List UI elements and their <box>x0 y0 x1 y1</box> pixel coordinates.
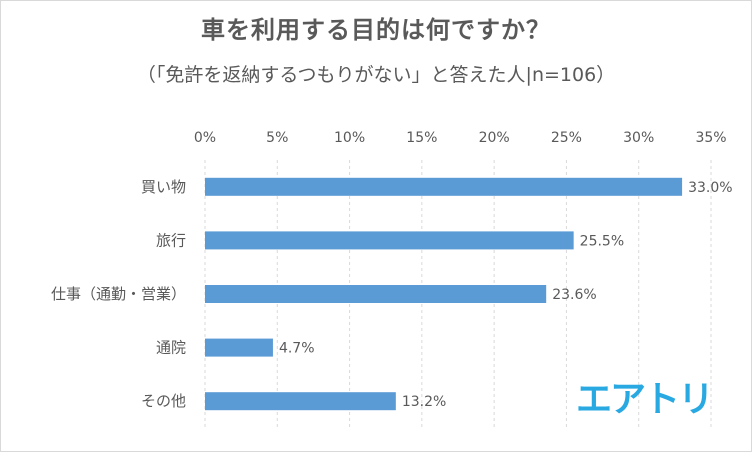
category-label: 買い物 <box>141 178 186 196</box>
x-tick-label: 5% <box>266 130 288 146</box>
value-label: 4.7% <box>279 341 315 357</box>
x-tick-label: 20% <box>479 130 510 146</box>
x-tick-label: 10% <box>334 130 365 146</box>
value-label: 33.0% <box>688 180 732 196</box>
category-label: その他 <box>141 392 186 410</box>
bar <box>205 177 683 196</box>
bar <box>205 392 396 411</box>
x-tick-label: 30% <box>623 130 654 146</box>
x-axis-ticks: 0% 5% 10% 15% 20% 25% 30% 35% <box>194 130 727 146</box>
chart-subtitle: （「免許を返納するつもりがない」と答えた人|n=106） <box>136 64 616 86</box>
category-label: 仕事（通勤・営業） <box>51 285 186 303</box>
eatori-logo: エアトリ <box>576 379 714 420</box>
category-label: 旅行 <box>156 231 186 249</box>
bar <box>205 338 273 357</box>
chart-title: 車を利用する目的は何ですか？ <box>201 16 551 44</box>
bars <box>205 177 683 411</box>
value-labels: 33.0% 25.5% 23.6% 4.7% 13.2% <box>279 180 733 410</box>
value-label: 25.5% <box>580 233 624 249</box>
x-tick-label: 25% <box>551 130 582 146</box>
category-label: 通院 <box>156 339 186 357</box>
x-tick-label: 35% <box>695 130 726 146</box>
value-label: 23.6% <box>552 287 596 303</box>
bar <box>205 231 574 250</box>
x-tick-label: 15% <box>406 130 437 146</box>
x-tick-label: 0% <box>194 130 216 146</box>
bar <box>205 285 547 303</box>
value-label: 13.2% <box>402 394 446 410</box>
